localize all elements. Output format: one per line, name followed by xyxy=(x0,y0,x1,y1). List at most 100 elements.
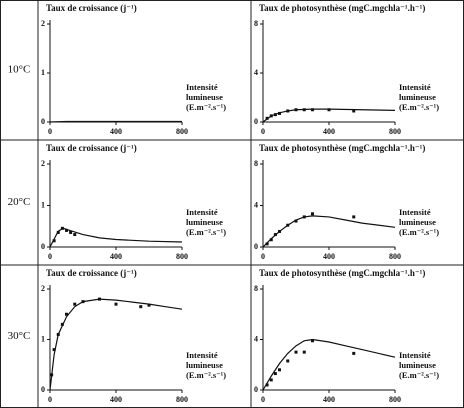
x-tick-label: 400 xyxy=(110,127,122,136)
data-point xyxy=(311,108,314,112)
data-point xyxy=(327,108,331,112)
data-point xyxy=(302,350,306,354)
data-point xyxy=(50,373,54,377)
x-axis-label: Intensité xyxy=(186,207,218,217)
x-tick-label: 800 xyxy=(176,395,188,404)
x-tick-label: 400 xyxy=(110,395,122,404)
chart-title: Taux de croissance (j⁻¹) xyxy=(46,143,137,153)
y-tick-label: 0 xyxy=(41,242,45,251)
data-point xyxy=(278,229,281,233)
row-label: 20°C xyxy=(8,196,31,208)
y-tick-label: 0 xyxy=(254,385,258,394)
y-tick-label: 1 xyxy=(41,68,45,77)
x-tick-label: 0 xyxy=(261,395,265,404)
x-tick-label: 400 xyxy=(323,395,335,404)
data-point xyxy=(81,300,85,304)
x-axis-label: (E.m⁻².s⁻¹) xyxy=(186,370,226,380)
x-tick-label: 0 xyxy=(261,127,265,136)
x-tick-label: 400 xyxy=(323,252,335,261)
x-axis-label: Intensité xyxy=(399,82,431,92)
chart-title: Taux de photosynthèse (mgC.mgchla⁻¹.h⁻¹) xyxy=(259,268,425,278)
data-point xyxy=(311,212,314,216)
data-point xyxy=(286,359,290,363)
data-point xyxy=(265,116,269,120)
data-point xyxy=(278,368,281,372)
y-tick-label: 1 xyxy=(41,200,45,209)
x-axis-label: (E.m⁻².s⁻¹) xyxy=(399,227,439,237)
y-tick-label: 8 xyxy=(254,159,258,168)
data-point xyxy=(311,339,314,343)
x-axis-label: (E.m⁻².s⁻¹) xyxy=(186,227,226,237)
data-point xyxy=(273,372,277,376)
y-tick-label: 2 xyxy=(41,284,45,293)
y-tick-label: 8 xyxy=(254,284,258,293)
y-tick-label: 2 xyxy=(41,159,45,168)
data-point xyxy=(273,113,277,117)
x-tick-label: 0 xyxy=(48,127,52,136)
y-tick-label: 1 xyxy=(41,334,45,343)
y-tick-label: 0 xyxy=(254,117,258,126)
y-tick-label: 4 xyxy=(254,68,258,77)
x-tick-label: 800 xyxy=(176,252,188,261)
data-point xyxy=(352,351,356,355)
data-point xyxy=(147,303,151,307)
chart-title: Taux de croissance (j⁻¹) xyxy=(46,3,137,13)
data-point xyxy=(265,242,269,246)
x-tick-label: 400 xyxy=(323,127,335,136)
fit-curve xyxy=(49,298,183,391)
data-point xyxy=(56,332,60,336)
row-label: 30°C xyxy=(8,330,31,342)
x-tick-label: 0 xyxy=(48,395,52,404)
data-point xyxy=(98,297,101,301)
chart-title: Taux de photosynthèse (mgC.mgchla⁻¹.h⁻¹) xyxy=(259,143,425,153)
row-label: 10°C xyxy=(8,64,31,76)
data-point xyxy=(114,302,118,306)
fit-curve xyxy=(49,227,183,248)
data-point xyxy=(60,226,64,230)
x-axis-label: lumineuse xyxy=(186,217,223,227)
y-tick-label: 8 xyxy=(254,19,258,28)
fit-curve xyxy=(262,215,396,248)
x-axis-label: lumineuse xyxy=(399,217,436,227)
x-axis-label: lumineuse xyxy=(186,92,223,102)
x-axis-label: lumineuse xyxy=(399,360,436,370)
x-tick-label: 800 xyxy=(389,127,401,136)
x-axis-label: Intensité xyxy=(186,350,218,360)
x-axis-label: lumineuse xyxy=(186,360,223,370)
chart-title: Taux de photosynthèse (mgC.mgchla⁻¹.h⁻¹) xyxy=(259,3,425,13)
y-tick-label: 0 xyxy=(41,385,45,394)
data-point xyxy=(294,350,298,354)
x-axis-label: (E.m⁻².s⁻¹) xyxy=(186,102,226,112)
data-point xyxy=(352,215,356,219)
data-point xyxy=(302,215,306,219)
y-tick-label: 0 xyxy=(254,242,258,251)
data-point xyxy=(269,238,273,242)
data-point xyxy=(60,322,64,326)
data-point xyxy=(273,233,277,237)
x-axis-label: lumineuse xyxy=(399,92,436,102)
data-point xyxy=(73,302,77,306)
y-tick-label: 2 xyxy=(41,19,45,28)
data-point xyxy=(269,378,273,382)
x-axis-label: (E.m⁻².s⁻¹) xyxy=(399,102,439,112)
x-axis-label: Intensité xyxy=(186,82,218,92)
data-point xyxy=(286,223,290,227)
data-point xyxy=(265,383,269,387)
fit-curve xyxy=(262,338,396,391)
data-point xyxy=(302,108,306,112)
x-tick-label: 400 xyxy=(110,252,122,261)
data-point xyxy=(269,114,273,118)
x-tick-label: 0 xyxy=(48,252,52,261)
x-tick-label: 800 xyxy=(176,127,188,136)
chart-title: Taux de croissance (j⁻¹) xyxy=(46,268,137,278)
x-tick-label: 800 xyxy=(389,395,401,404)
data-point xyxy=(286,109,290,113)
data-point xyxy=(52,239,56,243)
data-point xyxy=(65,228,68,232)
data-point xyxy=(139,305,143,309)
y-tick-label: 4 xyxy=(254,334,258,343)
x-axis-label: Intensité xyxy=(399,207,431,217)
data-point xyxy=(65,312,68,316)
